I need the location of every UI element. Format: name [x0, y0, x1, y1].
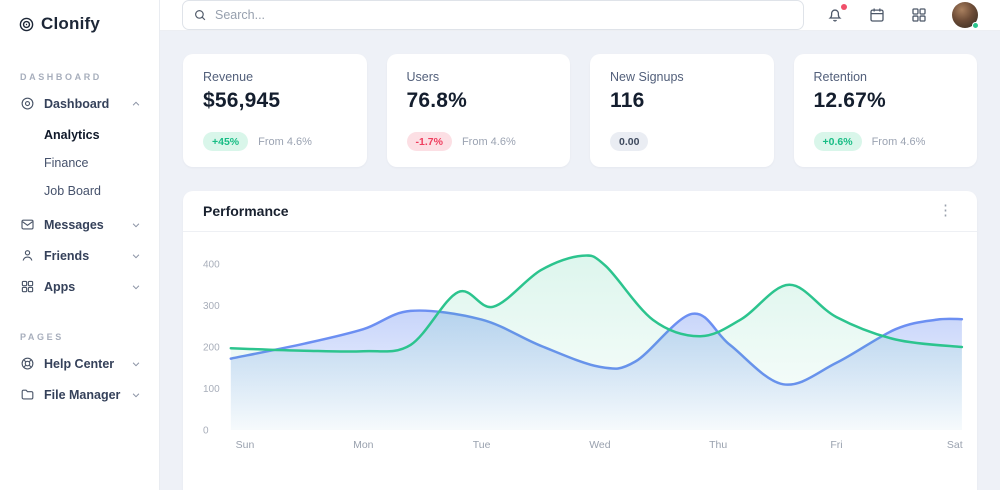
section-label-dashboard: DASHBOARD	[20, 72, 102, 82]
brand-logo: Clonify	[12, 14, 147, 34]
chevron-down-icon	[131, 390, 141, 400]
y-axis-tick-label: 100	[203, 384, 220, 395]
performance-header: Performance ⋮	[183, 191, 977, 232]
performance-chart-area: 0 100 200 300 400 Sun Mon Tue Wed Thu Fri Sat	[183, 232, 977, 477]
stat-title: Revenue	[203, 70, 254, 84]
y-axis-tick-label: 0	[203, 426, 209, 437]
dashboard-sub-items: Analytics Finance Job Board	[12, 119, 147, 209]
sidebar-subitem-finance[interactable]: Finance	[44, 156, 89, 170]
status-badge: 0.00	[610, 132, 649, 151]
sidebar-item-dashboard[interactable]: Dashboard	[12, 88, 147, 119]
apps-icon	[20, 279, 35, 294]
performance-title: Performance	[203, 203, 289, 219]
status-badge: +0.6%	[813, 132, 862, 151]
status-badge: -1.7%	[406, 132, 452, 151]
main-area: Revenue $56,945 +45% From 4.6% Users 76.…	[160, 0, 1000, 490]
status-badge: +45%	[203, 132, 249, 151]
topbar-icons	[826, 2, 979, 29]
sidebar-item-label: Friends	[44, 248, 90, 263]
chevron-down-icon	[131, 251, 141, 261]
green-series-area	[230, 255, 962, 430]
x-axis-tick-label: Mon	[353, 439, 374, 451]
sidebar-item-label: Dashboard	[44, 96, 110, 111]
search-icon	[193, 8, 207, 22]
stat-value: $56,945	[203, 89, 281, 112]
sidebar-item-friends[interactable]: Friends	[12, 240, 147, 271]
calendar-icon[interactable]	[868, 6, 886, 24]
kebab-menu-icon[interactable]: ⋮	[934, 203, 957, 218]
performance-chart: 0 100 200 300 400 Sun Mon Tue Wed Thu Fri Sat	[203, 254, 964, 451]
x-axis-tick-label: Wed	[589, 439, 611, 451]
x-axis-tick-label: Sat	[947, 439, 963, 451]
stat-value: 116	[610, 89, 645, 112]
sidebar: Clonify DASHBOARD Dashboard Analytics Fi…	[0, 0, 160, 490]
search-box	[182, 0, 804, 30]
x-axis-tick-label: Thu	[709, 439, 727, 451]
y-axis-tick-label: 400	[203, 260, 220, 271]
stat-note: From 4.6%	[461, 135, 516, 148]
online-status-dot	[972, 22, 979, 29]
y-axis-tick-label: 300	[203, 301, 220, 312]
stat-value: 12.67%	[813, 89, 886, 112]
y-axis-tick-label: 200	[203, 343, 220, 354]
chevron-down-icon	[131, 220, 141, 230]
bell-icon[interactable]	[826, 4, 847, 24]
stat-note: From 4.6%	[871, 135, 926, 148]
sidebar-item-help-center[interactable]: Help Center	[12, 348, 147, 379]
dashboard-icon	[20, 96, 35, 111]
chevron-down-icon	[131, 282, 141, 292]
green-series-line	[229, 254, 964, 353]
stat-card-new-signups: New Signups 116 0.00	[590, 54, 774, 167]
sidebar-subitem-job-board[interactable]: Job Board	[44, 184, 101, 198]
stat-value: 76.8%	[406, 89, 468, 112]
x-axis-tick-label: Sun	[236, 439, 255, 451]
stats-row: Revenue $56,945 +45% From 4.6% Users 76.…	[183, 54, 977, 167]
stat-title: Users	[406, 70, 440, 84]
page-content: Revenue $56,945 +45% From 4.6% Users 76.…	[160, 31, 1000, 490]
sidebar-item-label: Apps	[44, 279, 76, 294]
chevron-down-icon	[131, 359, 141, 369]
sidebar-item-label: File Manager	[44, 387, 121, 402]
notification-dot	[841, 4, 847, 10]
sidebar-item-label: Help Center	[44, 356, 115, 371]
search-input[interactable]	[215, 8, 793, 22]
friends-icon	[20, 248, 35, 263]
stat-card-users: Users 76.8% -1.7% From 4.6%	[386, 54, 570, 167]
sidebar-item-label: Messages	[44, 217, 104, 232]
x-axis-tick-label: Tue	[473, 439, 491, 451]
folder-icon	[20, 387, 35, 402]
clonify-logo-icon	[18, 16, 35, 33]
chevron-up-icon	[131, 99, 141, 109]
stat-title: New Signups	[610, 70, 684, 84]
section-label-pages: PAGES	[20, 332, 64, 342]
stat-card-retention: Retention 12.67% +0.6% From 4.6%	[793, 54, 977, 167]
avatar[interactable]	[952, 2, 979, 29]
sidebar-subitem-analytics[interactable]: Analytics	[44, 128, 100, 142]
sidebar-item-messages[interactable]: Messages	[12, 209, 147, 240]
sidebar-item-file-manager[interactable]: File Manager	[12, 379, 147, 410]
sidebar-item-apps[interactable]: Apps	[12, 271, 147, 302]
performance-card: Performance ⋮ 0 100 200 300 400 Sun Mon Tue Wed T…	[183, 191, 977, 490]
stat-card-revenue: Revenue $56,945 +45% From 4.6%	[183, 54, 367, 167]
stat-title: Retention	[813, 70, 868, 84]
help-icon	[20, 356, 35, 371]
brand-name: Clonify	[41, 14, 101, 33]
apps-grid-icon[interactable]	[910, 6, 928, 24]
stat-note: From 4.6%	[258, 135, 312, 148]
messages-icon	[20, 217, 35, 232]
x-axis-tick-label: Fri	[830, 439, 842, 451]
topbar	[160, 0, 1000, 31]
